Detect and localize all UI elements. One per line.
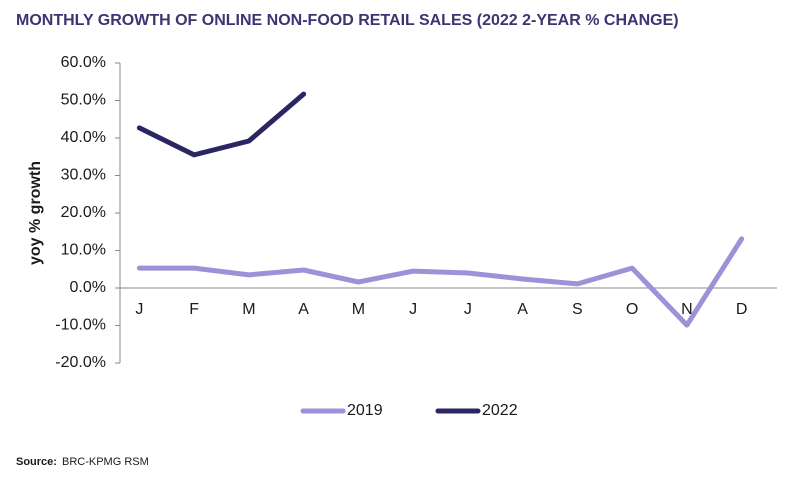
x-tick-label: A — [298, 301, 309, 318]
y-tick-label: 50.0% — [61, 92, 106, 109]
x-tick-label: M — [352, 301, 365, 318]
y-tick-label: 20.0% — [61, 204, 106, 221]
source: BRC-KPMG RSM — [62, 456, 149, 468]
y-tick-label: 60.0% — [61, 54, 106, 71]
legend-label: 2022 — [482, 402, 518, 419]
x-tick-label: M — [242, 301, 255, 318]
line-series — [136, 236, 745, 328]
y-tick-label: 30.0% — [61, 167, 106, 184]
x-tick-label: F — [189, 301, 199, 318]
x-tick-label: D — [736, 301, 748, 318]
x-tick-label: J — [135, 301, 143, 318]
y-tick-label: -10.0% — [55, 317, 106, 334]
x-tick-label: S — [572, 301, 583, 318]
x-tick-label: J — [464, 301, 472, 318]
y-tick-label: 0.0% — [70, 279, 106, 296]
x-tick-label: O — [626, 301, 638, 318]
line-series — [136, 91, 307, 158]
y-axis-title: yoy % growth — [27, 161, 44, 265]
x-tick-label: J — [409, 301, 417, 318]
chart-title: MONTHLY GROWTH OF ONLINE NON-FOOD RETAIL… — [16, 12, 679, 29]
y-tick-label: -20.0% — [55, 354, 106, 371]
legend-label: 2019 — [347, 402, 383, 419]
source-label: Source: — [16, 456, 57, 468]
y-tick-label: 40.0% — [61, 129, 106, 146]
y-tick-label: 10.0% — [61, 242, 106, 259]
x-tick-label: A — [517, 301, 528, 318]
x-tick-label: N — [681, 301, 693, 318]
